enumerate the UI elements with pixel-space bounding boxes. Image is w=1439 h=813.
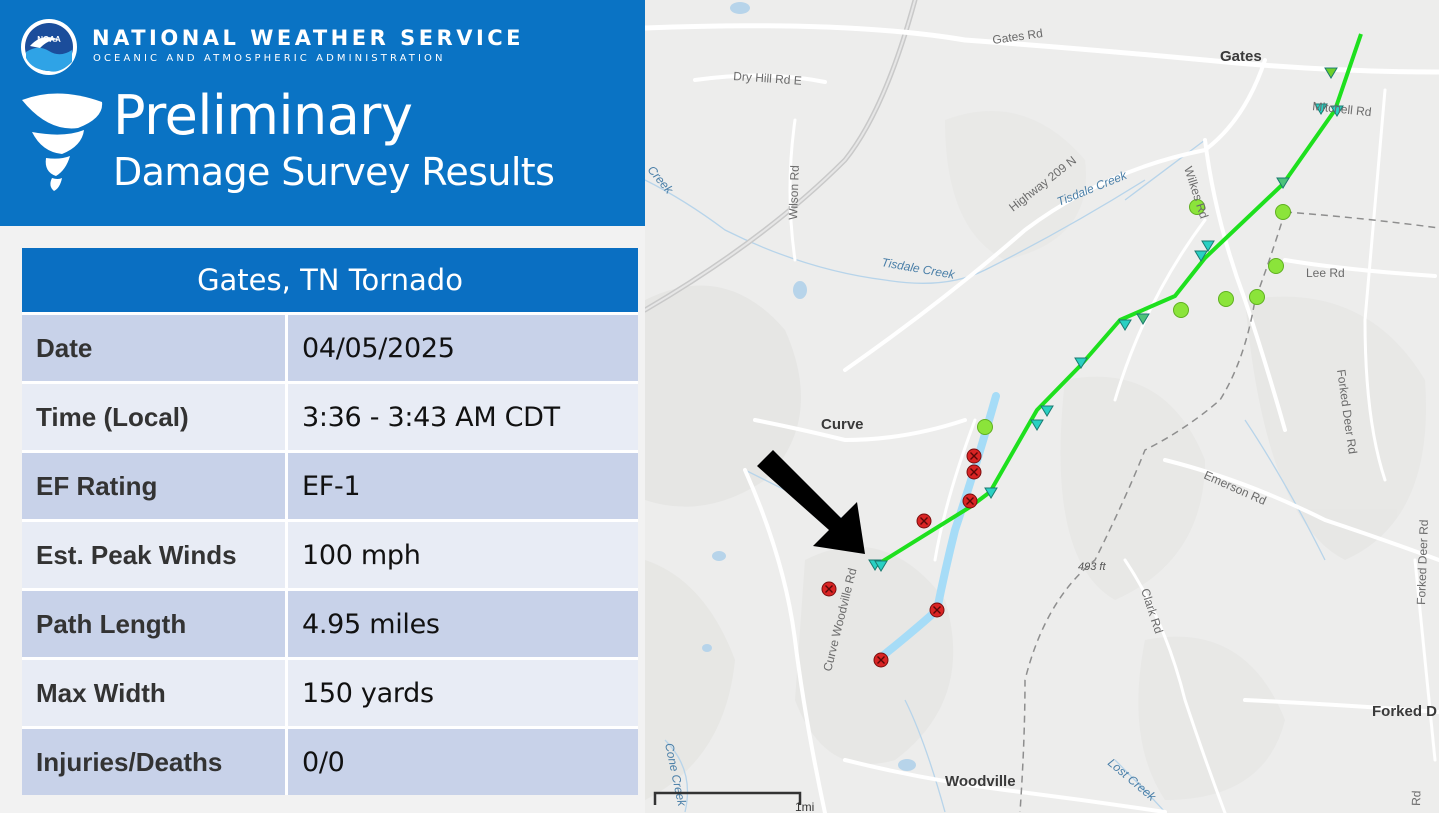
place-woodville: Woodville (945, 773, 1016, 790)
red-point (916, 513, 932, 529)
place-curve: Curve (821, 416, 864, 433)
org-name: NATIONAL WEATHER SERVICE (92, 26, 525, 50)
row-value: 3:36 - 3:43 AM CDT (288, 384, 638, 453)
map-canvas[interactable]: Gates Curve Woodville Forked D Gates Rd … (645, 0, 1439, 813)
road-wilson: Wilson Rd (786, 165, 802, 220)
header-banner: NOAA NATIONAL WEATHER SERVICE OCEANIC AN… (0, 0, 645, 226)
track-markers (868, 67, 1344, 572)
row-value: 4.95 miles (288, 591, 638, 660)
place-labels: Gates Curve Woodville Forked D (821, 48, 1437, 790)
title-preliminary: Preliminary (113, 84, 413, 147)
table-row-peak-winds: Est. Peak Winds 100 mph (22, 522, 638, 591)
title-damage-survey: Damage Survey Results (113, 150, 555, 194)
noaa-logo-icon: NOAA (21, 19, 77, 75)
road-dry-hill: Dry Hill Rd E (733, 69, 802, 88)
row-value: EF-1 (288, 453, 638, 522)
road-gates-rd: Gates Rd (991, 26, 1043, 47)
red-point (966, 448, 982, 464)
water-creek-edge: Creek (645, 163, 677, 197)
row-label: Time (Local) (22, 384, 288, 453)
water-tisdale-creek: Tisdale Creek (880, 255, 956, 282)
scale-bar: 1mi (653, 791, 814, 813)
road-emerson: Emerson Rd (1202, 468, 1269, 508)
row-value: 0/0 (288, 729, 638, 795)
summary-table: Gates, TN Tornado Date 04/05/2025 Time (… (22, 248, 638, 795)
red-point (962, 493, 978, 509)
row-label: EF Rating (22, 453, 288, 522)
county-boundary (1019, 211, 1439, 813)
row-value: 100 mph (288, 522, 638, 591)
row-label: Est. Peak Winds (22, 522, 288, 591)
damage-map[interactable]: Gates Curve Woodville Forked D Gates Rd … (645, 0, 1439, 813)
noaa-logo-text: NOAA (37, 35, 61, 44)
road-wilkes: Wilkes Rd (1181, 165, 1211, 221)
ef0-damage-points (821, 448, 982, 668)
table-title: Gates, TN Tornado (22, 248, 638, 315)
row-label: Injuries/Deaths (22, 729, 288, 795)
ponds (702, 2, 916, 771)
left-panel: NOAA NATIONAL WEATHER SERVICE OCEANIC AN… (0, 0, 645, 813)
place-gates: Gates (1220, 48, 1262, 65)
table-row-max-width: Max Width 150 yards (22, 660, 638, 729)
row-value: 04/05/2025 (288, 315, 638, 384)
terrain-shading (645, 111, 1426, 800)
red-point (821, 581, 837, 597)
red-point (873, 652, 889, 668)
road-clark: Clark Rd (1138, 587, 1166, 636)
org-subtitle: OCEANIC AND ATMOSPHERIC ADMINISTRATION (93, 53, 446, 64)
pointer-arrow-icon (757, 450, 865, 554)
road-lee: Lee Rd (1306, 266, 1345, 280)
row-label: Max Width (22, 660, 288, 729)
row-label: Date (22, 315, 288, 384)
table-row-injuries: Injuries/Deaths 0/0 (22, 729, 638, 795)
table-row-date: Date 04/05/2025 (22, 315, 638, 384)
table-row-time: Time (Local) 3:36 - 3:43 AM CDT (22, 384, 638, 453)
road-forked-deer-2: Forked Deer Rd (1414, 519, 1431, 605)
elevation-label: 493 ft (1078, 561, 1106, 573)
scale-label: 1mi (795, 800, 814, 813)
tornado-icon (22, 93, 103, 191)
road-edge: Rd (1409, 790, 1424, 806)
red-point (929, 602, 945, 618)
red-point (966, 464, 982, 480)
table-row-path-length: Path Length 4.95 miles (22, 591, 638, 660)
row-label: Path Length (22, 591, 288, 660)
row-value: 150 yards (288, 660, 638, 729)
table-row-ef-rating: EF Rating EF-1 (22, 453, 638, 522)
roads (645, 0, 1439, 813)
place-forked-deer: Forked D (1372, 703, 1437, 720)
road-mitchell: Mitchell Rd (1312, 99, 1372, 119)
ef1-damage-points (977, 199, 1291, 435)
